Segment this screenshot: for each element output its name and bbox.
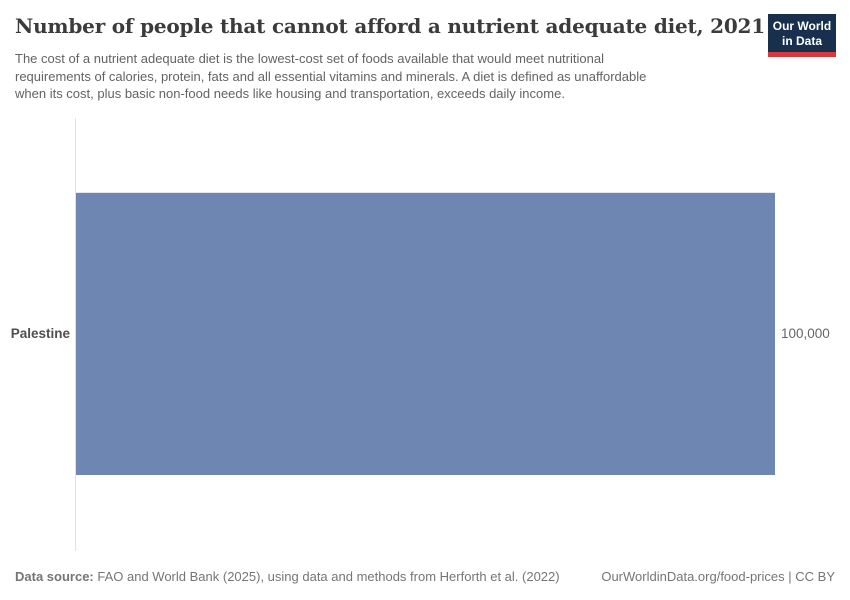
chart-subtitle-line: when its cost, plus basic non-food needs…	[15, 86, 565, 101]
data-source-label: Data source:	[15, 569, 94, 584]
license-link[interactable]: CC BY	[795, 569, 835, 584]
data-source-note: Data source: FAO and World Bank (2025), …	[15, 569, 560, 584]
data-source-text: FAO and World Bank (2025), using data an…	[97, 569, 560, 584]
entity-label-palestine: Palestine	[10, 326, 70, 341]
bar-palestine[interactable]	[76, 192, 775, 475]
y-axis-line	[75, 118, 76, 551]
chart-title: Number of people that cannot afford a nu…	[15, 14, 765, 38]
chart-subtitle: The cost of a nutrient adequate diet is …	[15, 50, 646, 103]
chart-subtitle-line: requirements of calories, protein, fats …	[15, 68, 647, 84]
chart-subtitle-line: The cost of a nutrient adequate diet is …	[15, 51, 604, 66]
owid-logo[interactable]: Our World in Data	[768, 14, 836, 57]
owid-logo-text-line2: in Data	[781, 34, 822, 48]
footer-credit: OurWorldinData.org/food-prices | CC BY	[601, 569, 835, 584]
owid-url-link[interactable]: OurWorldinData.org/food-prices	[601, 569, 785, 584]
credit-separator: |	[788, 569, 796, 584]
value-label-palestine: 100,000	[781, 326, 830, 341]
owid-logo-text-line1: Our World	[772, 19, 832, 33]
chart-footer: Data source: FAO and World Bank (2025), …	[15, 569, 835, 584]
